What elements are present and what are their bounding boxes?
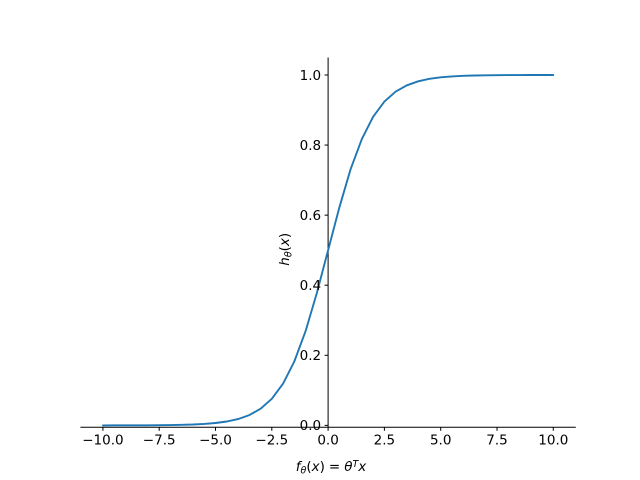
x-label-theta: θ <box>344 459 353 475</box>
x-tick-label: −7.5 <box>143 433 176 449</box>
y-tick-label: 1.0 <box>300 68 321 84</box>
x-label-open-paren: ( <box>306 459 312 475</box>
x-label-f: f <box>295 459 301 475</box>
y-tick-label: 0.2 <box>300 348 321 364</box>
x-tick-label: −5.0 <box>199 433 232 449</box>
y-axis-label: hθ(x) <box>277 189 298 309</box>
y-tick-label: 0.4 <box>300 278 321 294</box>
y-label-arg: x <box>276 238 293 247</box>
x-label-f-subscript: θ <box>300 465 307 477</box>
x-tick-label: 0.0 <box>317 433 338 449</box>
x-tick-label: 2.5 <box>374 433 395 449</box>
x-axis-label: fθ(x) = θTx <box>241 457 421 480</box>
x-label-equals: = <box>328 459 341 475</box>
x-label-transpose: T <box>352 459 359 470</box>
y-label-close-paren: ) <box>276 232 293 239</box>
y-tick-label: 0.8 <box>300 138 321 154</box>
y-tick-label: 0.0 <box>300 418 321 434</box>
x-tick-label: −10.0 <box>82 433 123 449</box>
x-label-x: x <box>358 459 367 475</box>
x-label-arg: x <box>311 459 320 475</box>
y-label-h-subscript: θ <box>283 251 295 258</box>
x-tick-label: 7.5 <box>486 433 507 449</box>
y-label-h: h <box>276 257 293 266</box>
x-tick-label: −2.5 <box>255 433 288 449</box>
curve-sigmoid <box>101 74 555 427</box>
x-label-close-paren: ) <box>319 459 325 475</box>
y-label-open-paren: ( <box>276 246 293 252</box>
x-tick-label: 5.0 <box>430 433 451 449</box>
y-tick-label: 0.6 <box>300 208 321 224</box>
x-tick-label: 10.0 <box>538 433 568 449</box>
